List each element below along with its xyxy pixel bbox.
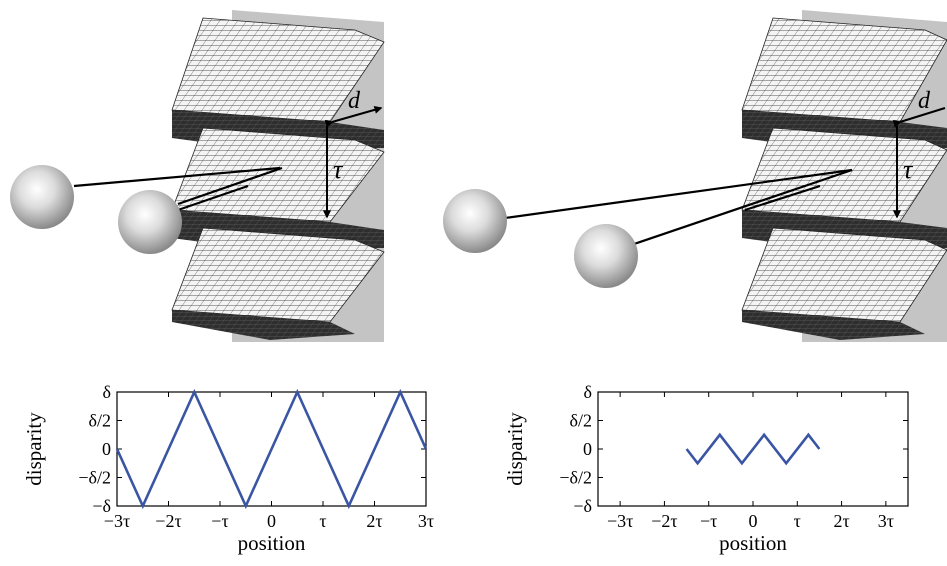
scene-left: d τ <box>10 10 385 342</box>
eye-sphere <box>118 190 182 254</box>
fold-dark-face <box>742 310 925 340</box>
x-axis-label: position <box>238 531 306 555</box>
fold-light-face <box>741 227 947 323</box>
disparity-line <box>115 388 428 510</box>
x-tick-label: −3τ <box>607 511 633 531</box>
x-tick-label: −τ <box>211 511 228 531</box>
y-axis-label: disparity <box>503 412 527 486</box>
eye-sphere <box>10 165 74 229</box>
x-tick-label: τ <box>794 511 801 531</box>
depth-arrow <box>324 105 383 128</box>
x-tick-label: 3τ <box>878 511 894 531</box>
depth-label: d <box>348 88 361 114</box>
eye-sphere <box>443 189 507 253</box>
sight-line <box>633 168 853 246</box>
y-tick-label: 0 <box>102 439 111 459</box>
x-tick-label: 2τ <box>366 511 382 531</box>
sight-line <box>73 166 281 188</box>
x-tick-label: 2τ <box>833 511 849 531</box>
sight-line <box>744 184 821 212</box>
depth-arrow <box>892 107 946 128</box>
period-label: τ <box>333 155 344 184</box>
sight-line <box>177 184 249 212</box>
fold-light-face <box>741 17 947 123</box>
eye-sphere <box>574 224 638 288</box>
y-tick-label: δ <box>584 382 592 402</box>
y-tick-label: δ <box>103 382 111 402</box>
x-tick-label: −τ <box>700 511 717 531</box>
x-tick-label: −3τ <box>104 511 130 531</box>
depth-label: d <box>918 88 931 114</box>
y-tick-label: −δ <box>92 496 111 516</box>
fold-light-face <box>171 127 385 223</box>
y-tick-label: −δ/2 <box>78 468 111 488</box>
fold-light-face <box>741 127 947 223</box>
period-label: τ <box>903 155 914 184</box>
fold-light-face <box>171 227 385 323</box>
y-tick-label: −δ/2 <box>559 468 592 488</box>
x-axis-label: position <box>719 531 787 555</box>
x-tick-label: τ <box>319 511 326 531</box>
y-axis-label: disparity <box>22 412 46 486</box>
y-tick-label: −δ <box>573 496 592 516</box>
disparity-chart-left: −3τ −2τ −τ 0 τ 2τ 3τ δ δ/2 0 −δ/2 −δ position dispari… <box>22 382 434 555</box>
disparity-chart-right: −3τ −2τ −τ 0 τ 2τ 3τ δ δ/2 0 −δ/2 −δ position dispari… <box>503 382 909 555</box>
scene-right: d τ <box>443 10 947 342</box>
fold-light-face <box>171 17 385 123</box>
disparity-line <box>685 432 821 466</box>
x-tick-label: −2τ <box>155 511 181 531</box>
y-tick-label: 0 <box>583 439 592 459</box>
y-tick-label: δ/2 <box>570 411 592 431</box>
x-tick-label: 3τ <box>418 511 434 531</box>
x-tick-label: 0 <box>749 511 758 531</box>
fold-dark-face <box>172 310 355 340</box>
x-tick-label: −2τ <box>651 511 677 531</box>
sight-line <box>504 168 853 220</box>
y-tick-label: δ/2 <box>89 411 111 431</box>
sight-line <box>177 166 283 206</box>
x-tick-label: 0 <box>267 511 276 531</box>
